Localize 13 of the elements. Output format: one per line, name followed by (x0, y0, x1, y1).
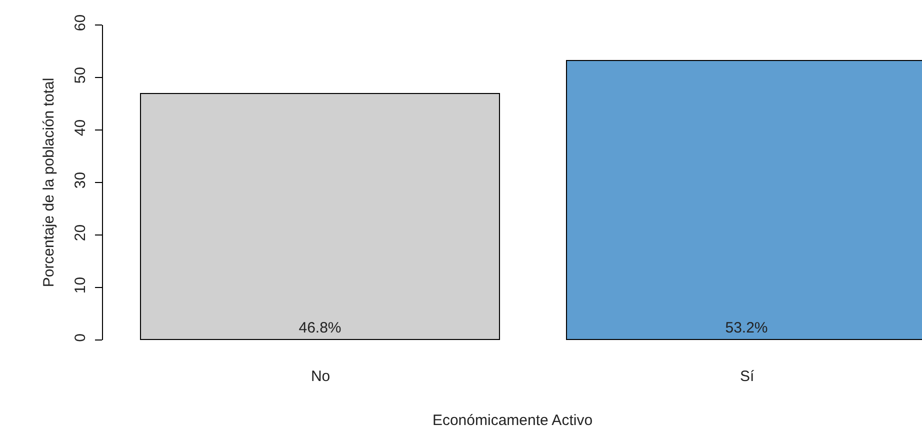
y-tick-label: 60 (72, 14, 89, 32)
y-tick-label: 20 (72, 224, 89, 242)
data-label: 53.2% (725, 320, 768, 336)
y-tick-label: 30 (72, 172, 89, 189)
data-label: 46.8% (298, 320, 342, 336)
x-tick-label: Sí (740, 368, 756, 385)
y-axis-title: Porcentaje de la población total (40, 78, 58, 288)
y-tick-label: 40 (72, 119, 89, 136)
x-axis-title: Económicamente Activo (432, 412, 593, 429)
y-tick-label: 0 (72, 334, 89, 342)
y-tick-label: 50 (72, 66, 89, 84)
x-tick-label: No (310, 368, 330, 385)
y-tick-label: 10 (72, 276, 89, 294)
